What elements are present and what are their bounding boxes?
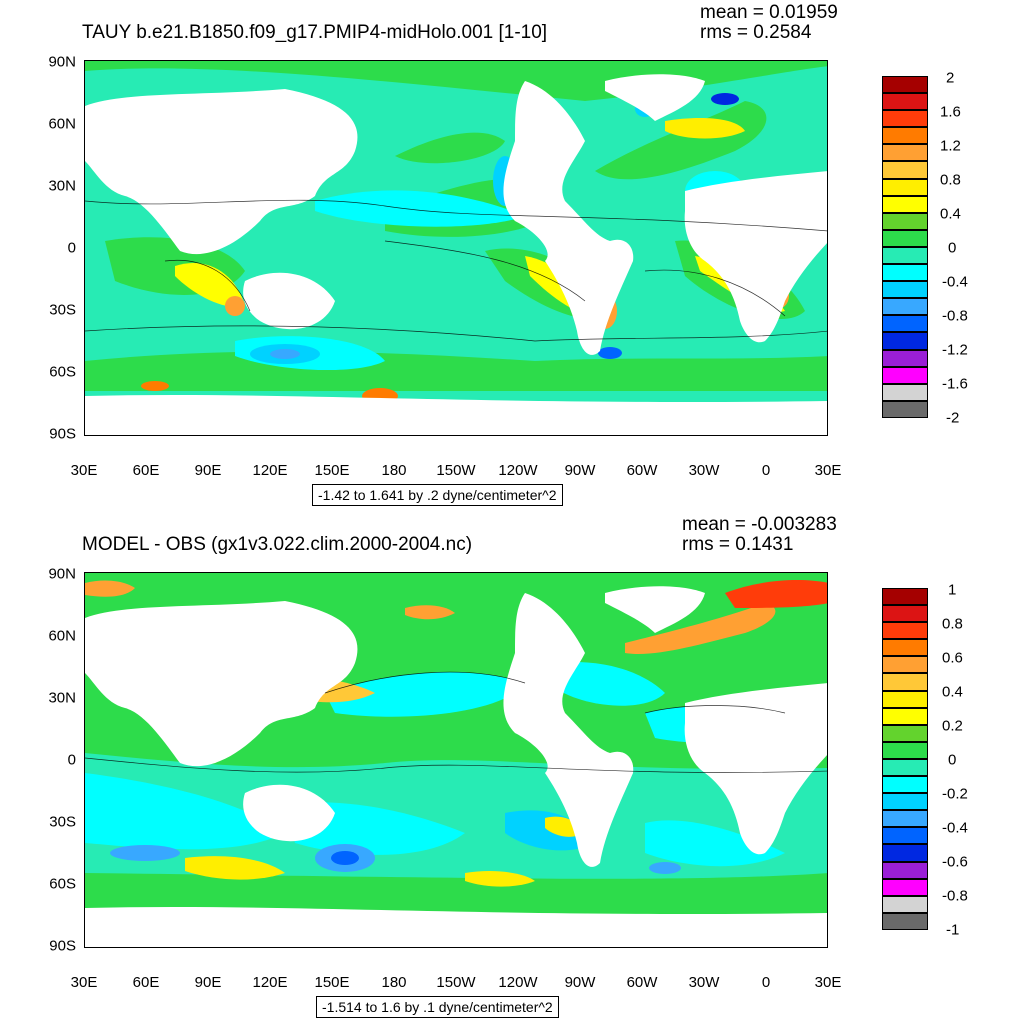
lon-label: 60W (626, 974, 658, 991)
lon-label: 90E (194, 462, 222, 479)
lon-label: 30E (70, 462, 98, 479)
colorbar-label: -1.6 (942, 375, 968, 393)
lon-label: 0 (761, 974, 771, 991)
map-field (85, 61, 827, 435)
colorbar-label: 0 (948, 751, 957, 769)
map-field (85, 573, 827, 947)
colorbar (882, 588, 928, 930)
lon-label: 150W (436, 462, 476, 479)
lat-label: 60N (48, 627, 76, 645)
lon-label: 120E (252, 462, 288, 479)
colorbar (882, 76, 928, 418)
lat-label: 90S (49, 425, 76, 443)
lat-label: 90N (48, 565, 76, 583)
colorbar-label: 0.4 (940, 205, 961, 223)
colorbar-label: -0.2 (942, 785, 968, 803)
colorbar-label: 0.4 (942, 683, 963, 701)
plot-title: MODEL - OBS (gx1v3.022.clim.2000-2004.nc… (82, 534, 473, 555)
lat-label: 90N (48, 53, 76, 71)
panel-bottom: MODEL - OBS (gx1v3.022.clim.2000-2004.nc… (0, 512, 1024, 1024)
lon-label: 90W (564, 974, 596, 991)
lat-label: 0 (67, 239, 76, 257)
colorbar-label: 0 (948, 239, 957, 257)
colorbar-label: -0.4 (942, 273, 968, 291)
lat-label: 30S (49, 813, 76, 831)
lat-label: 30S (49, 301, 76, 319)
colorbar-label: -2 (946, 409, 960, 427)
lon-label: 30E (70, 974, 98, 991)
plot-title: TAUY b.e21.B1850.f09_g17.PMIP4-midHolo.0… (82, 22, 548, 43)
lon-label: 60E (132, 974, 160, 991)
lat-label: 0 (67, 751, 76, 769)
colorbar-label: -0.8 (942, 307, 968, 325)
lon-label: 150E (314, 974, 350, 991)
lat-label: 60S (49, 363, 76, 381)
mean-value: mean = 0.01959 (700, 2, 838, 23)
panel-top: TAUY b.e21.B1850.f09_g17.PMIP4-midHolo.0… (48, 2, 968, 506)
lon-label: 180 (381, 462, 407, 479)
lon-label: 180 (381, 974, 407, 991)
lon-label: 150W (436, 974, 476, 991)
colorbar-label: 1.6 (940, 103, 961, 121)
colorbar-label: 0.8 (940, 171, 961, 189)
colorbar-label: -0.4 (942, 819, 968, 837)
lat-label: 30N (48, 689, 76, 707)
map-plot (84, 572, 828, 948)
lon-label: 30W (688, 974, 720, 991)
lon-label: 30E (814, 462, 842, 479)
lon-label: 90W (564, 462, 596, 479)
lon-label: 60W (626, 462, 658, 479)
map-plot (84, 60, 828, 436)
lon-label: 30E (814, 974, 842, 991)
contour-info-box: -1.42 to 1.641 by .2 dyne/centimeter^2 (312, 484, 563, 506)
colorbar-label: 0.6 (942, 649, 963, 667)
mean-value: mean = -0.003283 (682, 514, 837, 535)
colorbar-label: 0.2 (942, 717, 963, 735)
colorbar-label: 0.8 (942, 615, 963, 633)
lon-label: 150E (314, 462, 350, 479)
rms-value: rms = 0.1431 (682, 534, 794, 555)
colorbar-label: -0.8 (942, 887, 968, 905)
lon-label: 30W (688, 462, 720, 479)
lon-label: 120W (498, 974, 538, 991)
rms-value: rms = 0.2584 (700, 22, 812, 43)
lat-label: 60S (49, 875, 76, 893)
lon-label: 120E (252, 974, 288, 991)
colorbar-label: 1.2 (940, 137, 961, 155)
lon-label: 120W (498, 462, 538, 479)
lon-label: 90E (194, 974, 222, 991)
lat-label: 60N (48, 115, 76, 133)
lon-label: 0 (761, 462, 771, 479)
colorbar-label: 1 (948, 581, 957, 599)
colorbar-label: -1 (946, 921, 960, 939)
colorbar-label: 2 (946, 69, 955, 87)
colorbar-label: -0.6 (942, 853, 968, 871)
lat-label: 90S (49, 937, 76, 955)
lat-label: 30N (48, 177, 76, 195)
contour-info-box: -1.514 to 1.6 by .1 dyne/centimeter^2 (316, 996, 559, 1018)
colorbar-label: -1.2 (942, 341, 968, 359)
lon-label: 60E (132, 462, 160, 479)
